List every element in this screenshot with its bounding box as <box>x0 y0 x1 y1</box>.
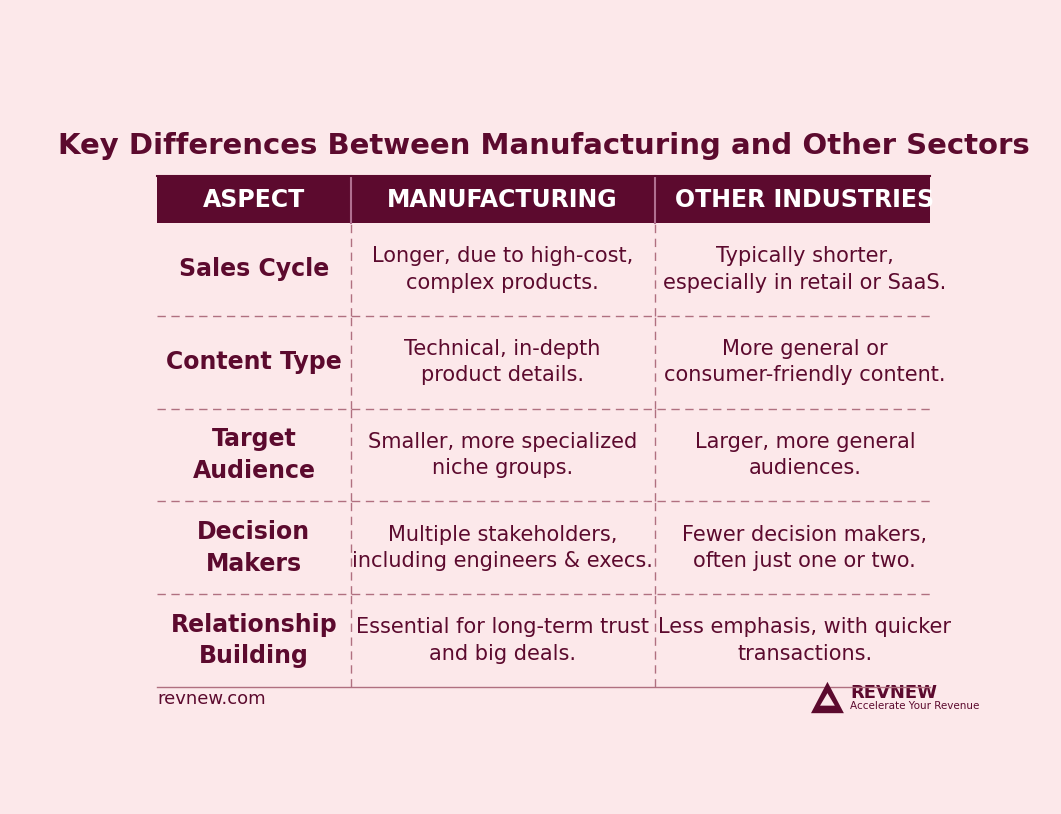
Bar <box>157 316 930 409</box>
Text: REVNEW: REVNEW <box>851 684 938 702</box>
Bar <box>157 223 930 316</box>
Text: Less emphasis, with quicker
transactions.: Less emphasis, with quicker transactions… <box>658 617 952 663</box>
Text: Typically shorter,
especially in retail or SaaS.: Typically shorter, especially in retail … <box>663 246 946 292</box>
Text: Essential for long-term trust
and big deals.: Essential for long-term trust and big de… <box>356 617 649 663</box>
Text: Smaller, more specialized
niche groups.: Smaller, more specialized niche groups. <box>368 431 638 478</box>
Text: Target
Audience: Target Audience <box>192 427 315 483</box>
Text: Key Differences Between Manufacturing and Other Sectors: Key Differences Between Manufacturing an… <box>58 132 1029 160</box>
Polygon shape <box>811 682 843 713</box>
Bar <box>157 176 930 223</box>
Bar <box>157 501 930 594</box>
Text: Relationship
Building: Relationship Building <box>171 613 337 668</box>
Text: OTHER INDUSTRIES: OTHER INDUSTRIES <box>675 187 935 212</box>
Text: revnew.com: revnew.com <box>157 690 266 708</box>
Text: MANUFACTURING: MANUFACTURING <box>387 187 618 212</box>
Text: Technical, in-depth
product details.: Technical, in-depth product details. <box>404 339 601 385</box>
Text: Larger, more general
audiences.: Larger, more general audiences. <box>695 431 916 478</box>
Text: Longer, due to high-cost,
complex products.: Longer, due to high-cost, complex produc… <box>372 246 633 292</box>
Text: Content Type: Content Type <box>166 350 342 374</box>
Polygon shape <box>820 693 835 706</box>
Bar <box>157 409 930 501</box>
Text: More general or
consumer-friendly content.: More general or consumer-friendly conten… <box>664 339 945 385</box>
Text: Accelerate Your Revenue: Accelerate Your Revenue <box>851 701 980 711</box>
Text: Sales Cycle: Sales Cycle <box>179 257 329 282</box>
Bar <box>157 594 930 687</box>
Text: Fewer decision makers,
often just one or two.: Fewer decision makers, often just one or… <box>682 524 927 571</box>
Text: Multiple stakeholders,
including engineers & execs.: Multiple stakeholders, including enginee… <box>352 524 654 571</box>
Text: Decision
Makers: Decision Makers <box>197 520 311 575</box>
Text: ASPECT: ASPECT <box>203 187 305 212</box>
